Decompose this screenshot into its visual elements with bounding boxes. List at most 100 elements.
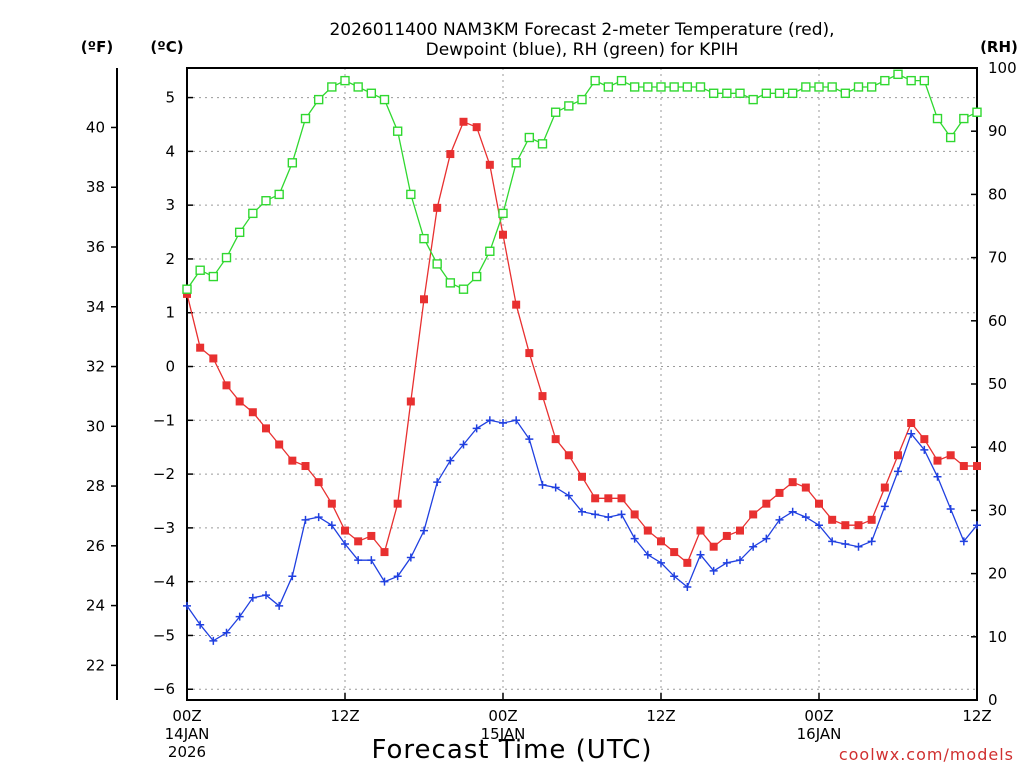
credit-text: coolwx.com/models xyxy=(839,745,1014,764)
temperature-point xyxy=(209,354,218,363)
dewpoint-point xyxy=(920,445,929,454)
temperature-point xyxy=(604,494,613,503)
rh-point xyxy=(419,233,429,244)
temperature-point xyxy=(617,494,626,503)
series-line xyxy=(186,120,977,564)
rh-point xyxy=(787,88,798,98)
rh-point xyxy=(629,82,640,92)
temperature-point xyxy=(551,435,560,444)
temperature-point xyxy=(288,456,297,465)
dewpoint-point xyxy=(815,521,823,530)
rh-point xyxy=(577,94,587,105)
dewpoint-point xyxy=(525,435,534,444)
rh-tick-label: 20 xyxy=(988,565,1007,583)
dewpoint-point xyxy=(262,591,270,600)
dewpoint-point xyxy=(828,537,837,546)
rh-point xyxy=(866,82,877,92)
temperature-point xyxy=(499,230,507,239)
temperature-point xyxy=(367,531,376,540)
rh-point xyxy=(458,284,469,294)
rh-point xyxy=(722,88,732,98)
fahrenheit-tick-label: 28 xyxy=(86,477,105,495)
temperature-point xyxy=(420,295,428,304)
rh-point xyxy=(735,88,745,98)
rh-tick-label: 90 xyxy=(988,122,1007,140)
dewpoint-point xyxy=(933,472,942,481)
celsius-tick-label: −4 xyxy=(153,573,175,591)
x-tick-date: 14JAN xyxy=(165,725,210,743)
rh-tick-label: 40 xyxy=(988,438,1007,456)
temperature-point xyxy=(248,408,257,417)
dewpoint-point xyxy=(406,553,415,562)
fahrenheit-tick-label: 22 xyxy=(86,656,105,674)
celsius-tick-label: −2 xyxy=(153,465,175,483)
rh-point xyxy=(182,284,192,294)
dewpoint-point xyxy=(341,540,349,549)
rh-tick-label: 10 xyxy=(988,628,1007,646)
rh-point xyxy=(708,88,719,98)
rh-point xyxy=(221,252,232,263)
temperature-point xyxy=(973,462,981,471)
dewpoint-point xyxy=(327,521,336,530)
celsius-tick-label: 2 xyxy=(165,250,175,268)
dewpoint-point xyxy=(788,507,797,516)
temperature-point xyxy=(262,424,270,433)
dewpoint-point xyxy=(894,467,902,476)
rh-point xyxy=(287,158,298,168)
unit-celsius: (ºC) xyxy=(150,38,183,56)
rh-point xyxy=(406,189,416,200)
dewpoint-point xyxy=(314,513,323,522)
rh-point xyxy=(471,271,482,282)
temperature-point xyxy=(867,515,876,524)
rh-point xyxy=(801,82,811,92)
temperature-point xyxy=(538,392,547,401)
dewpoint-point xyxy=(354,556,363,565)
dewpoint-point xyxy=(235,612,244,621)
dewpoint-point xyxy=(604,513,613,522)
rh-point xyxy=(945,132,956,143)
rh-tick-label: 80 xyxy=(988,185,1007,203)
rh-point xyxy=(748,94,758,105)
dewpoint-point xyxy=(801,513,810,522)
temperature-point xyxy=(854,521,863,530)
temperature-point xyxy=(709,542,718,551)
temperature-point xyxy=(525,349,534,358)
temperature-point xyxy=(920,435,929,444)
rh-point xyxy=(564,101,574,111)
chart-title-line2: Dewpoint (blue), RH (green) for KPIH xyxy=(426,40,739,60)
dewpoint-point xyxy=(512,416,521,425)
dewpoint-point xyxy=(222,628,231,637)
dewpoint-point xyxy=(775,515,784,524)
temperature-point xyxy=(775,488,784,497)
rh-point xyxy=(353,82,363,92)
temperature-point xyxy=(578,472,586,481)
temperature-point xyxy=(657,537,665,546)
celsius-tick-label: 0 xyxy=(165,358,175,376)
temperature-point xyxy=(235,397,244,406)
temperature-point xyxy=(564,451,573,460)
rh-point xyxy=(840,88,851,98)
temperature-point xyxy=(788,478,797,487)
dewpoint-point xyxy=(591,510,600,519)
temperature-point xyxy=(815,499,823,508)
x-tick-label: 12Z xyxy=(646,707,675,725)
rh-point xyxy=(682,82,693,92)
temperature-point xyxy=(183,289,191,298)
temperature-point xyxy=(472,123,481,132)
temperature-point xyxy=(880,483,889,492)
series-line xyxy=(186,73,978,290)
temperature-point xyxy=(406,397,415,406)
dewpoint-point xyxy=(446,456,455,465)
rh-point xyxy=(537,139,548,149)
dewpoint-point xyxy=(459,440,468,449)
temperature-point xyxy=(933,456,942,465)
dewpoint-point xyxy=(643,550,652,559)
rh-point xyxy=(932,113,943,124)
unit-rh: (RH) xyxy=(980,38,1018,56)
dewpoint-point xyxy=(485,416,494,425)
fahrenheit-tick-label: 30 xyxy=(86,417,105,435)
dewpoint-point xyxy=(880,502,889,511)
temperature-point xyxy=(354,537,363,546)
rh-point xyxy=(340,75,350,86)
